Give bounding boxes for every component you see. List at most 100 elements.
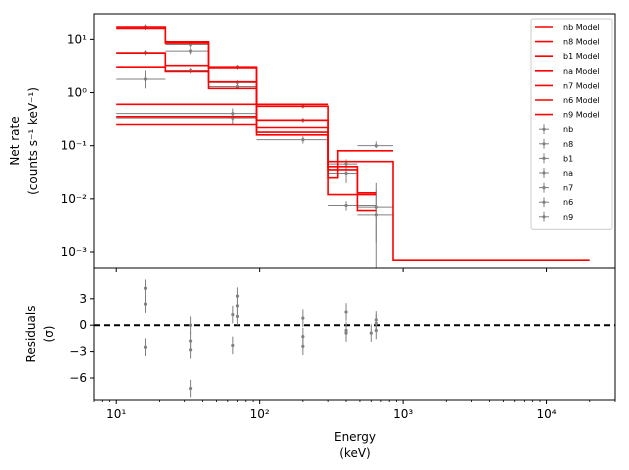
residual-marker-0 bbox=[143, 286, 148, 290]
residual-point-12 bbox=[301, 309, 305, 327]
residual-y-label-line2: (σ) bbox=[42, 326, 56, 343]
spectrum-marker-19 bbox=[374, 213, 378, 217]
legend-entry-n6-model: n6 Model bbox=[535, 96, 600, 105]
x-tick-label-0: 10¹ bbox=[106, 407, 126, 421]
x-tick-label-1: 10² bbox=[250, 407, 270, 421]
residual-marker-10 bbox=[235, 304, 240, 308]
residual-data-layer bbox=[94, 279, 615, 398]
residual-marker-12 bbox=[301, 316, 305, 320]
model-step-n6-model bbox=[116, 116, 393, 179]
residual-ticks: 3 0 −3 −6 10¹ 10² 10³ 10⁴ bbox=[69, 292, 616, 421]
legend-label-7: nb bbox=[563, 125, 573, 134]
spectrum-y-label-line2: (counts s⁻¹ keV⁻¹) bbox=[26, 87, 40, 195]
legend-entry-na-model: na Model bbox=[535, 67, 600, 76]
residual-marker-14 bbox=[301, 344, 305, 348]
legend-errorbar-marker-8 bbox=[542, 142, 546, 146]
residual-marker-9 bbox=[235, 294, 240, 298]
legend-label-8: n8 bbox=[563, 140, 573, 149]
residual-y-label-line1: Residuals bbox=[24, 306, 38, 363]
residual-marker-5 bbox=[188, 348, 193, 352]
spectrum-y-tick-label-4: 10¹ bbox=[67, 32, 87, 46]
residual-point-15 bbox=[344, 303, 348, 321]
legend-label-9: b1 bbox=[563, 154, 573, 163]
residual-marker-13 bbox=[301, 335, 305, 339]
residual-point-20 bbox=[374, 321, 378, 340]
spectrum-marker-8 bbox=[235, 84, 240, 89]
legend-label-10: na bbox=[563, 169, 573, 178]
spectrum-marker-2 bbox=[143, 77, 148, 81]
spectrum-data-layer bbox=[116, 24, 590, 268]
residual-point-8 bbox=[231, 305, 235, 324]
legend-entry-n9: n9 bbox=[539, 211, 573, 222]
legend-label-0: nb Model bbox=[563, 23, 600, 32]
legend-label-13: n9 bbox=[563, 213, 573, 222]
legend-entry-n6: n6 bbox=[539, 197, 573, 208]
legend-entry-nb: nb bbox=[539, 124, 573, 135]
legend-entry-nb-model: nb Model bbox=[535, 23, 600, 32]
legend-label-1: n8 Model bbox=[563, 38, 600, 47]
legend-label-5: n6 Model bbox=[563, 96, 600, 105]
legend-entry-n7-model: n7 Model bbox=[535, 81, 600, 90]
legend-label-3: na Model bbox=[563, 67, 600, 76]
residual-marker-20 bbox=[374, 328, 378, 333]
residual-point-2 bbox=[143, 338, 148, 356]
legend-label-4: n7 Model bbox=[563, 81, 600, 90]
x-axis-label-line1: Energy bbox=[334, 430, 376, 444]
legend: nb Model n8 Model b1 Model na Model n7 Model… bbox=[530, 18, 613, 230]
residual-marker-6 bbox=[188, 386, 193, 391]
legend-errorbar-marker-13 bbox=[542, 215, 546, 219]
residual-point-14 bbox=[301, 337, 305, 356]
spectrum-marker-16 bbox=[344, 203, 348, 208]
residual-marker-8 bbox=[231, 313, 235, 317]
spectrum-y-tick-label-0: 10⁻³ bbox=[61, 245, 88, 259]
residual-marker-15 bbox=[344, 310, 348, 314]
spectrum-y-tick-label-1: 10⁻² bbox=[61, 192, 88, 206]
spectrum-data-point-17 bbox=[357, 141, 393, 149]
residual-point-17 bbox=[344, 324, 348, 342]
legend-errorbar-marker-11 bbox=[542, 186, 546, 190]
legend-entry-n8-model: n8 Model bbox=[535, 38, 600, 47]
residual-marker-3 bbox=[188, 323, 193, 327]
x-tick-label-2: 10³ bbox=[393, 407, 413, 421]
residual-point-1 bbox=[143, 295, 148, 313]
spectrum-marker-13 bbox=[301, 138, 305, 142]
model-step-nb-model bbox=[116, 26, 590, 261]
residual-marker-11 bbox=[235, 314, 240, 318]
residual-point-21 bbox=[369, 324, 373, 342]
residual-point-7 bbox=[231, 336, 235, 355]
residual-y-tick-label-2: −3 bbox=[69, 345, 87, 359]
legend-errorbar-marker-12 bbox=[542, 200, 546, 204]
spectrum-plot: 10⁻³ 10⁻² 10⁻¹ 10⁰ 10¹ nb Model n8 Model b1 Mo… bbox=[8, 13, 616, 272]
legend-entry-n7: n7 bbox=[539, 182, 573, 193]
legend-label-12: n6 bbox=[563, 198, 573, 207]
legend-entry-n8: n8 bbox=[539, 138, 573, 149]
residual-marker-2 bbox=[143, 345, 148, 349]
x-tick-label-3: 10⁴ bbox=[537, 407, 557, 421]
legend-label-11: n7 bbox=[563, 184, 573, 193]
spectrum-marker-15 bbox=[344, 171, 348, 176]
residual-point-11 bbox=[235, 307, 240, 326]
residual-frame bbox=[93, 267, 616, 401]
x-axis-label-line2: (keV) bbox=[339, 446, 370, 460]
legend-errorbar-marker-10 bbox=[542, 171, 546, 175]
spectrum-y-tick-label-2: 10⁻¹ bbox=[61, 139, 88, 153]
spectrum-marker-4 bbox=[188, 49, 193, 53]
spectrum-y-ticks: 10⁻³ 10⁻² 10⁻¹ 10⁰ 10¹ bbox=[61, 32, 548, 272]
residual-point-0 bbox=[143, 279, 148, 298]
legend-errorbar-marker-9 bbox=[542, 156, 546, 160]
residual-point-5 bbox=[188, 341, 193, 359]
residual-point-3 bbox=[188, 316, 193, 334]
residual-marker-21 bbox=[369, 331, 373, 335]
spectrum-data-point-18 bbox=[357, 182, 393, 243]
legend-label-2: b1 Model bbox=[563, 52, 600, 61]
residual-point-6 bbox=[188, 379, 193, 398]
legend-entry-na: na bbox=[539, 168, 573, 178]
legend-entry-n9-model: n9 Model bbox=[535, 111, 600, 120]
residual-marker-7 bbox=[231, 343, 235, 348]
spectrum-marker-14 bbox=[344, 162, 348, 166]
spectrum-data-point-13 bbox=[256, 136, 329, 144]
legend-label-6: n9 Model bbox=[563, 111, 600, 120]
residual-y-tick-label-0: 3 bbox=[79, 292, 87, 306]
